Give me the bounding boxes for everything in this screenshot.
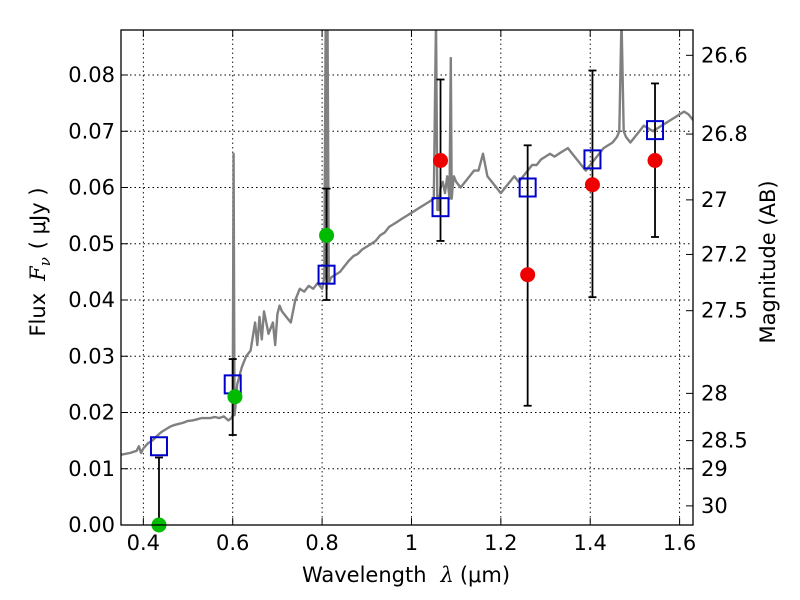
y-tick-label: 0.08	[68, 63, 115, 87]
x-tick-label: 0.6	[216, 531, 249, 555]
measurement-point	[584, 177, 600, 193]
y2-axis-title: Magnitude (AB)	[756, 180, 780, 343]
y-axis-title-symbol: F	[26, 265, 50, 282]
y2-tick-label: 27	[701, 188, 728, 212]
x-axis-title: Wavelength λ (μm)	[302, 563, 510, 587]
y-axis-title-subscript: ν	[36, 257, 54, 266]
y-tick-label: 0.01	[68, 457, 115, 481]
y-axis-title-text: Flux	[26, 293, 50, 337]
model-square	[518, 177, 537, 198]
x-tick-label: 1	[405, 531, 418, 555]
axis-ticks: 0.4 0.6 0.8 1 1.2 1.4 1.6 0.00 0.01 0.02 0.03 0.04 0…	[68, 30, 748, 555]
y2-tick-label: 30	[701, 494, 728, 518]
x-tick-label: 1.6	[663, 531, 696, 555]
y2-tick-label: 28	[701, 381, 728, 405]
detection-point	[319, 227, 335, 243]
y-axis-title-unit: ( μJy )	[26, 187, 50, 249]
y-tick-label: 0.04	[68, 288, 115, 312]
y-tick-label: 0.03	[68, 344, 115, 368]
grid	[121, 30, 693, 526]
plot-frame	[120, 29, 694, 526]
x-axis-title-text: Wavelength	[302, 563, 427, 587]
detection-point	[227, 389, 243, 405]
y-tick-label: 0.02	[68, 401, 115, 425]
markers	[149, 69, 665, 533]
y-tick-label: 0.00	[68, 513, 115, 537]
x-tick-label: 1.2	[484, 531, 517, 555]
model-square	[149, 436, 168, 457]
model-square	[431, 197, 450, 218]
y-axis-title: Flux Fν ( μJy )	[26, 187, 54, 336]
measurement-point	[433, 153, 449, 168]
spectrum-line	[121, 30, 693, 456]
y-tick-label: 0.07	[68, 119, 115, 143]
y2-tick-label: 26.6	[701, 43, 748, 67]
measurement-point	[520, 267, 536, 283]
y2-tick-label: 28.5	[701, 429, 748, 453]
x-tick-label: 1.4	[574, 531, 607, 555]
y2-tick-label: 27.2	[701, 242, 748, 266]
model-square	[317, 264, 336, 285]
x-axis-title-symbol: λ	[440, 563, 454, 587]
y-tick-label: 0.05	[68, 232, 115, 256]
y2-tick-label: 29	[701, 457, 728, 481]
y-tick-label: 0.06	[68, 176, 115, 200]
x-tick-label: 0.8	[305, 531, 338, 555]
model-square	[583, 149, 602, 170]
model-square	[646, 120, 665, 141]
x-tick-label: 0.4	[127, 531, 160, 555]
x-axis-title-unit: (μm)	[460, 563, 510, 587]
plot-area	[121, 30, 693, 456]
y2-tick-label: 26.8	[701, 122, 748, 146]
y2-tick-label: 27.5	[701, 299, 748, 323]
measurement-point	[647, 153, 663, 168]
